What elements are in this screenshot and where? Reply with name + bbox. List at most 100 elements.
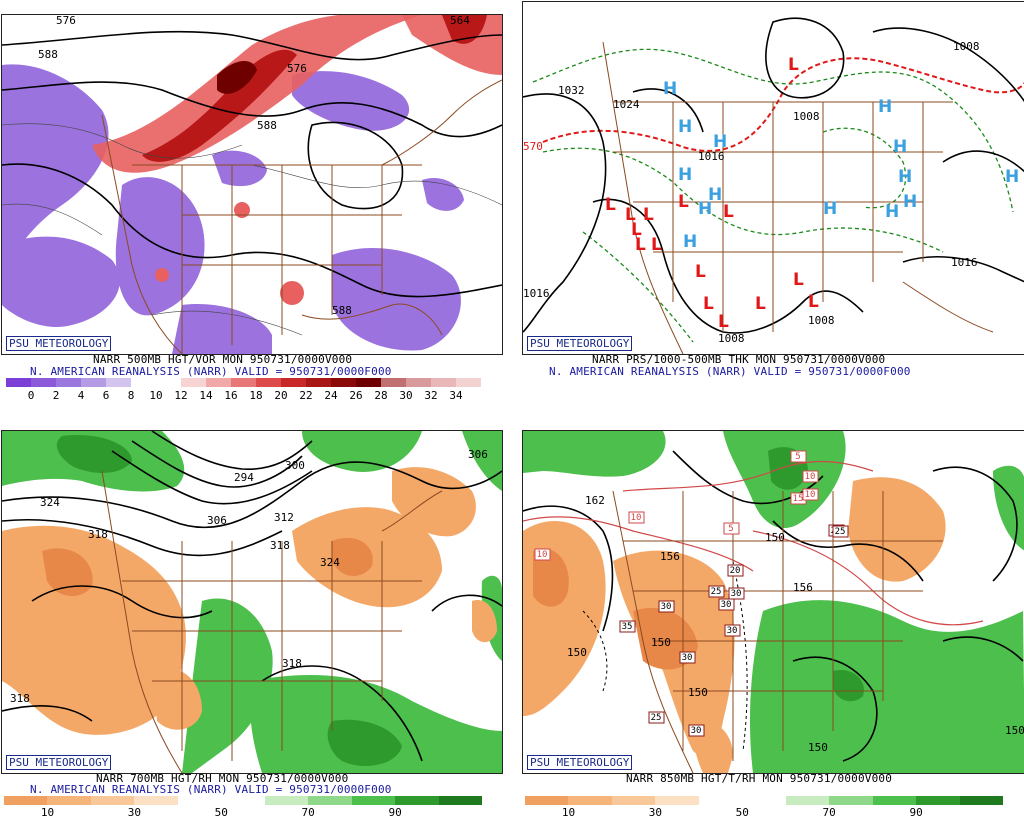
- colorbar-swatch: [456, 378, 481, 387]
- colorbar-swatch: [829, 796, 873, 805]
- temperature-label: 10: [805, 472, 816, 482]
- low-pressure-marker: L: [788, 55, 799, 75]
- colorbar-swatch: [916, 796, 960, 805]
- colorbar-tick-label: 10: [40, 806, 55, 819]
- isobar-label: 1008: [793, 110, 820, 123]
- temperature-label: 10: [631, 513, 642, 523]
- colorbar-tick-label: 90: [909, 806, 923, 819]
- low-pressure-marker: L: [605, 195, 616, 215]
- colorbar-swatch: [785, 796, 830, 805]
- contour-label: 312: [274, 511, 294, 524]
- temperature-box: [619, 620, 636, 633]
- rh700-map-graphic: 324 318 294 300 306 312 318 324 318 318 …: [2, 431, 502, 773]
- isobar-label: 1016: [698, 150, 725, 163]
- high-pressure-marker: H: [878, 97, 892, 117]
- caption-line1: NARR PRS/1000-500MB THK MON 950731/0000V…: [592, 353, 886, 366]
- colorbar-swatch: [6, 378, 31, 387]
- contour-label: 588: [38, 48, 58, 61]
- temperature-label: 30: [661, 602, 672, 612]
- colorbar-swatch: [438, 796, 482, 805]
- colorbar-swatch: [381, 378, 406, 387]
- isobar-label: 1016: [951, 256, 978, 269]
- temperature-box: [802, 488, 819, 501]
- credit-label: PSU METEOROLOGY: [6, 336, 112, 351]
- high-pressure-marker: H: [898, 167, 912, 187]
- contour-label: 150: [651, 636, 671, 649]
- contour-label: 318: [10, 692, 30, 705]
- credit-label: PSU METEOROLOGY: [527, 336, 633, 351]
- colorbar-swatch: [134, 796, 178, 805]
- colorbar-tick-label: 2: [52, 389, 60, 402]
- contour-label: 150: [808, 741, 828, 754]
- colorbar-swatch: [4, 796, 48, 805]
- colorbar-swatch: [351, 796, 396, 805]
- temperature-box: [658, 600, 675, 613]
- contour-label: 324: [40, 496, 60, 509]
- low-pressure-marker: L: [808, 292, 819, 312]
- temperature-box: [688, 724, 705, 737]
- temperature-label: 30: [731, 589, 742, 599]
- caption-line1: NARR 500MB HGT/VOR MON 950731/0000V000: [93, 353, 353, 366]
- caption-line2: N. AMERICAN REANALYSIS (NARR) VALID = 95…: [549, 365, 911, 378]
- colorbar-swatch: [221, 796, 265, 805]
- colorbar-tick-label: 50: [735, 806, 749, 819]
- colorbar-tick-label: 24: [324, 389, 338, 402]
- colorbar-swatch: [431, 378, 456, 387]
- contour-label: 300: [285, 459, 305, 472]
- panel-850mb-temp-rh: 162 156 150 150 150 150 156 150 150 5 10 1…: [512, 410, 1024, 819]
- low-pressure-marker: L: [793, 270, 804, 290]
- temperature-box: [790, 450, 807, 463]
- colorbar-swatch: [306, 378, 331, 387]
- colorbar-swatch: [231, 378, 256, 387]
- colorbar-swatch: [47, 796, 91, 805]
- temperature-box: [832, 525, 849, 538]
- contour-label: 150: [1005, 724, 1024, 737]
- colorbar-tick-label: 30: [648, 806, 662, 819]
- colorbar-swatch: [568, 796, 612, 805]
- temperature-label: 10: [537, 550, 548, 560]
- colorbar-tick-label: 10: [149, 389, 163, 402]
- temperature-label: 10: [805, 490, 816, 500]
- isobar-label: 1008: [953, 40, 980, 53]
- colorbar-swatch: [331, 378, 356, 387]
- colorbar-tick-label: 12: [174, 389, 188, 402]
- colorbar-tick-label: 32: [424, 389, 438, 402]
- contour-label: 156: [660, 550, 680, 563]
- temperature-label: 30: [682, 653, 693, 663]
- temperature-box: [723, 522, 740, 535]
- thickness-label: 570: [523, 140, 543, 153]
- colorbar-tick-label: 14: [199, 389, 213, 402]
- colorbar-tick-label: 8: [127, 389, 135, 402]
- high-pressure-marker: H: [698, 199, 712, 219]
- low-pressure-marker: L: [643, 205, 654, 225]
- colorbar-swatch: [181, 378, 206, 387]
- colorbar-swatch: [106, 378, 131, 387]
- contour-label: 318: [270, 539, 290, 552]
- map-850mb-temp-rh: 162 156 150 150 150 150 156 150 150 5 10 1…: [522, 430, 1024, 774]
- temperature-label: 30: [691, 726, 702, 736]
- caption-line1: NARR 850MB HGT/T/RH MON 950731/0000V000: [626, 772, 893, 785]
- isobar-label: 1016: [523, 287, 550, 300]
- colorbar-tick-label: 4: [77, 389, 85, 402]
- colorbar-swatch: [308, 796, 352, 805]
- contour-label: 318: [88, 528, 108, 541]
- temperature-box: [679, 651, 696, 664]
- colorbar-tick-label: 16: [224, 389, 238, 402]
- low-pressure-marker: L: [755, 294, 766, 314]
- map-700mb-rh: 324 318 294 300 306 312 318 324 318 318 …: [1, 430, 503, 774]
- high-pressure-marker: H: [683, 232, 697, 252]
- contour-label: 156: [793, 581, 813, 594]
- high-pressure-marker: H: [678, 117, 692, 137]
- isobar-label: 1008: [718, 332, 745, 345]
- colorbar-swatch: [959, 796, 1003, 805]
- temperature-label: 25: [835, 527, 846, 537]
- high-pressure-marker: H: [885, 202, 899, 222]
- colorbar-swatch: [525, 796, 569, 805]
- low-pressure-marker: L: [695, 262, 706, 282]
- temperature-label: 25: [711, 587, 722, 597]
- colorbar-tick-labels: 10 30 50 70 90: [4, 806, 482, 819]
- low-pressure-marker: L: [703, 294, 714, 314]
- colorbar-swatch: [131, 378, 156, 387]
- colorbar-swatch: [56, 378, 81, 387]
- high-pressure-marker: H: [663, 79, 677, 99]
